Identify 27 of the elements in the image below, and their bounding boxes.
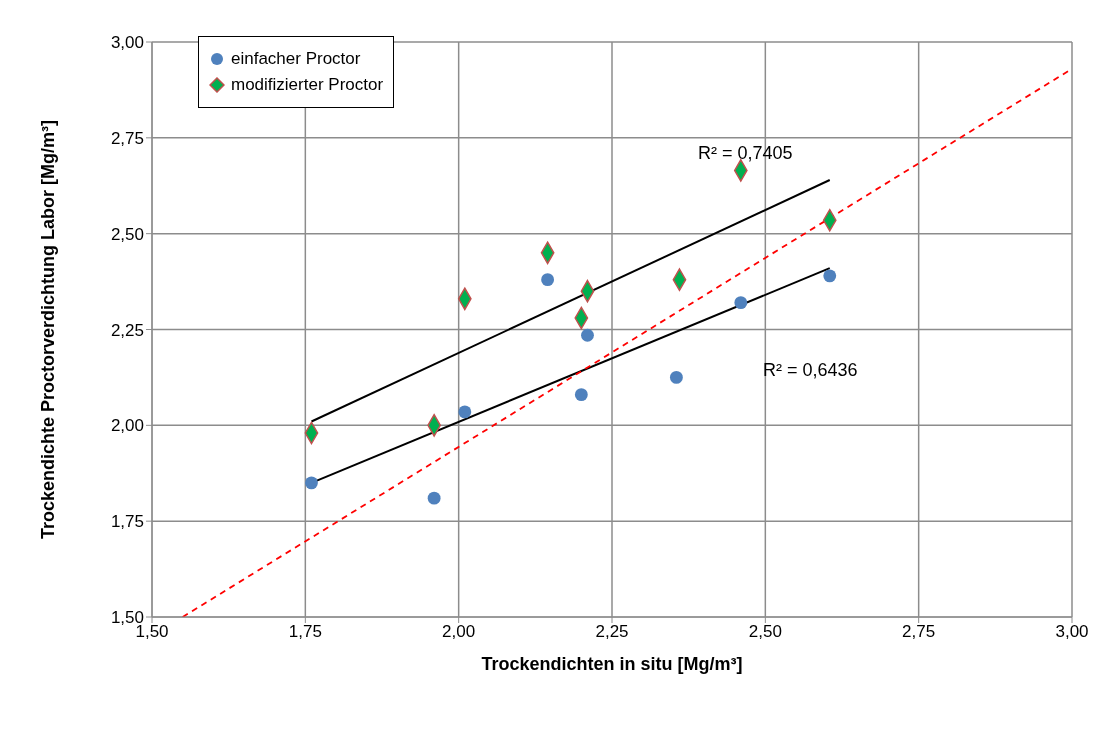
x-tick-label: 1,75: [288, 622, 322, 642]
legend-label: einfacher Proctor: [231, 49, 361, 69]
x-tick-label: 2,25: [595, 622, 629, 642]
point: [734, 296, 748, 310]
point: [823, 269, 837, 283]
x-axis-title: Trockendichten in situ [Mg/m³]: [481, 654, 743, 674]
legend-label: modifizierter Proctor: [231, 75, 384, 95]
x-tick-label: 3,00: [1055, 622, 1089, 642]
point: [581, 328, 594, 342]
y-tick-label: 3,00: [110, 33, 144, 53]
x-tick-label: 2,00: [442, 622, 476, 642]
point: [427, 491, 441, 505]
y-tick-label: 1,75: [110, 512, 144, 532]
y-axis-title: Trockendichte Proctorverdichtung Labor [Mg/m³]: [38, 119, 59, 540]
annotation: R² = 0,7405: [698, 143, 793, 164]
y-tick-label: 2,00: [110, 416, 144, 436]
point: [574, 388, 588, 402]
annotation: R² = 0,6436: [763, 360, 858, 381]
x-tick-label: 2,75: [902, 622, 936, 642]
point: [458, 405, 472, 419]
y-tick-label: 2,50: [110, 224, 144, 244]
point: [669, 371, 683, 384]
y-tick-label: 2,75: [110, 128, 144, 148]
point: [305, 476, 318, 490]
point: [541, 273, 555, 287]
y-tick-label: 2,25: [110, 320, 144, 340]
x-tick-label: 2,50: [748, 622, 782, 642]
